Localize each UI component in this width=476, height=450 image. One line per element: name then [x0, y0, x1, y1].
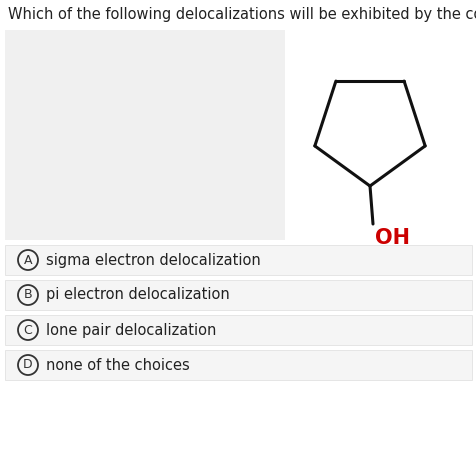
- Text: D: D: [23, 359, 33, 372]
- Text: OH: OH: [374, 228, 409, 248]
- FancyBboxPatch shape: [5, 245, 471, 275]
- Text: B: B: [24, 288, 32, 302]
- Text: lone pair delocalization: lone pair delocalization: [46, 323, 216, 338]
- Text: pi electron delocalization: pi electron delocalization: [46, 288, 229, 302]
- FancyBboxPatch shape: [5, 350, 471, 380]
- Text: A: A: [24, 253, 32, 266]
- Text: Which of the following delocalizations will be exhibited by the compound below?: Which of the following delocalizations w…: [8, 7, 476, 22]
- Text: none of the choices: none of the choices: [46, 357, 189, 373]
- FancyBboxPatch shape: [5, 315, 471, 345]
- Text: C: C: [24, 324, 32, 337]
- FancyBboxPatch shape: [5, 280, 471, 310]
- FancyBboxPatch shape: [5, 30, 284, 240]
- Text: sigma electron delocalization: sigma electron delocalization: [46, 252, 260, 267]
